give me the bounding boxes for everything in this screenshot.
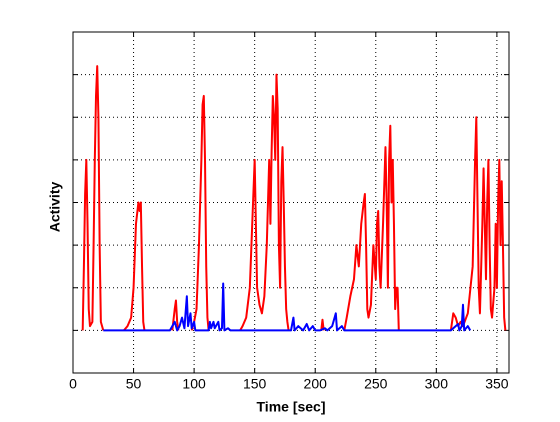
x-tick-label: 350 [485, 376, 509, 392]
x-tick-label: 100 [182, 376, 206, 392]
y-axis-label: Activity [47, 182, 63, 233]
x-tick-label: 150 [243, 376, 267, 392]
line-series [81, 65, 507, 332]
x-axis-label: Time [sec] [257, 399, 326, 415]
x-tick-label: 300 [425, 376, 449, 392]
x-tick-label: 50 [126, 376, 142, 392]
x-tick-label: 0 [69, 376, 77, 392]
line-series [103, 282, 472, 332]
x-tick-label: 250 [364, 376, 388, 392]
x-tick-label: 200 [304, 376, 328, 392]
plot-frame [72, 31, 510, 374]
